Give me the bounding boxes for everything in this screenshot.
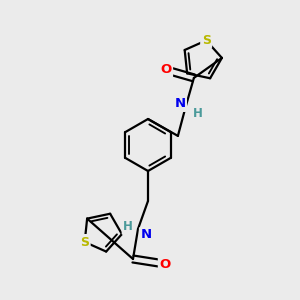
Text: S: S xyxy=(80,236,89,248)
Text: H: H xyxy=(123,220,133,233)
Text: N: N xyxy=(174,98,185,110)
Text: N: N xyxy=(140,229,152,242)
Text: O: O xyxy=(159,257,171,271)
Text: O: O xyxy=(160,63,172,76)
Text: H: H xyxy=(193,107,203,120)
Text: S: S xyxy=(202,34,211,47)
